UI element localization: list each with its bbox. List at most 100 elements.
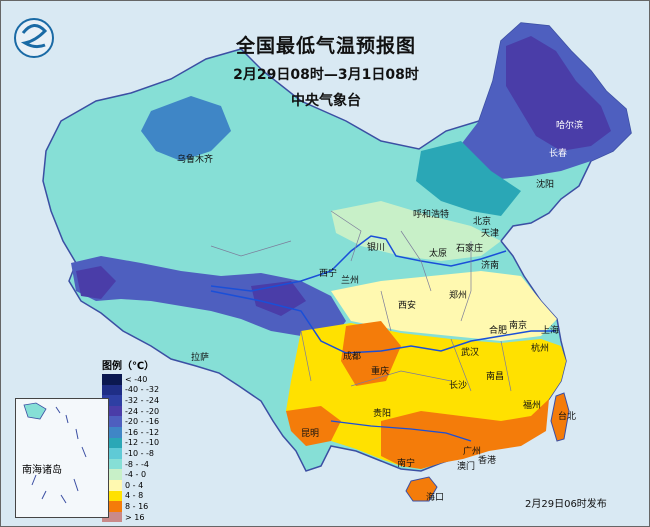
legend-swatch [102, 479, 122, 491]
legend-swatch [102, 405, 122, 417]
hainan-island [405, 476, 438, 502]
legend-item: -12 - -10 [102, 437, 160, 449]
legend-item: < -40 [102, 374, 159, 385]
legend-swatch [102, 384, 122, 396]
legend-item: -4 - 0 [102, 469, 159, 480]
legend-swatch [102, 490, 122, 502]
inset-label: 南海诸岛 [22, 465, 62, 476]
legend-label: -10 - -8 [125, 448, 155, 458]
taiwan-island [550, 392, 570, 442]
legend-label: -24 - -20 [125, 406, 160, 416]
pearl-river [330, 420, 472, 442]
city-label-hongkong: 香港 [478, 456, 497, 466]
cma-logo-swirl [20, 24, 48, 49]
city-label-kunming: 昆明 [301, 429, 320, 439]
legend-swatch [102, 395, 122, 406]
legend-label: -32 - -24 [125, 395, 160, 405]
legend-swatch [102, 426, 122, 438]
legend-swatch [102, 437, 122, 449]
cold-zone-inner-mongolia [416, 141, 521, 216]
legend-swatch [102, 469, 122, 480]
coldest-zone-northeast [506, 36, 611, 151]
legend-item: -16 - -12 [102, 426, 160, 438]
legend-title: 图例（℃） [102, 361, 155, 372]
city-label-yinchuan: 银川 [367, 243, 386, 253]
city-label-nanchang: 南昌 [486, 372, 505, 382]
city-label-taipei: 台北 [558, 412, 577, 422]
city-label-wuhan: 武汉 [461, 348, 480, 358]
legend-label: > 16 [125, 512, 145, 522]
issue-time: 2月29日06时发布 [525, 499, 607, 510]
cold-core-tibet [76, 266, 306, 316]
legend-item: 4 - 8 [102, 490, 159, 502]
city-label-xining: 西宁 [319, 269, 338, 279]
legend-label: -4 - 0 [125, 470, 147, 480]
city-label-jinan: 济南 [481, 261, 500, 271]
yellow-river [210, 235, 507, 292]
city-label-xian: 西安 [398, 301, 417, 311]
legend-item: 8 - 16 [102, 501, 159, 512]
legend-label: 8 - 16 [125, 501, 149, 511]
city-label-guangzhou: 广州 [463, 447, 482, 457]
legend-item: -10 - -8 [102, 448, 159, 459]
hot-zone-south [286, 321, 549, 469]
legend-swatch [102, 511, 122, 523]
city-label-lhasa: 拉萨 [191, 353, 210, 363]
legend-label: -16 - -12 [125, 427, 160, 437]
city-label-zhengzhou: 郑州 [449, 291, 468, 301]
inset-map [23, 402, 87, 504]
legend-label: -40 - -32 [125, 385, 160, 395]
legend-label: -12 - -10 [125, 438, 160, 448]
cold-zone-xinjiang [141, 96, 231, 161]
legend-rows: < -40 -40 - -32 -32 - -24 -24 - -20 -20 - -1… [102, 374, 160, 523]
legend-label: 0 - 4 [125, 480, 144, 490]
city-label-shijiazhuang: 石家庄 [456, 244, 484, 254]
city-label-chengdu: 成都 [343, 352, 362, 362]
legend-item: 0 - 4 [102, 479, 159, 491]
cold-zone-tibet [71, 256, 346, 341]
city-label-nanjing: 南京 [509, 321, 528, 331]
temperature-legend: 图例（℃） < -40 -40 - -32 -32 - -24 -24 - -20 -2… [102, 357, 160, 523]
mild-zone-central [331, 271, 557, 341]
title-block: 全国最低气温预报图 2月29日08时—3月1日08时 中央气象台 [1, 31, 649, 110]
legend-item: -8 - -4 [102, 458, 159, 470]
legend-swatch [102, 448, 122, 459]
city-label-shanghai: 上海 [541, 326, 560, 336]
city-label-nanning: 南宁 [397, 459, 416, 469]
city-label-changsha: 长沙 [449, 381, 468, 391]
south-china-sea-inset: 南海诸岛 [15, 398, 109, 518]
city-label-beijing: 北京 [473, 217, 492, 227]
city-label-taiyuan: 太原 [429, 249, 448, 259]
legend-item: -40 - -32 [102, 384, 160, 396]
yangtze-river [210, 290, 556, 354]
city-label-hohhot: 呼和浩特 [413, 210, 450, 220]
legend-swatch [102, 374, 122, 385]
city-label-urumqi: 乌鲁木齐 [177, 155, 214, 165]
province-boundaries [210, 210, 512, 392]
city-label-hangzhou: 杭州 [531, 344, 550, 354]
legend-label: -20 - -16 [125, 417, 160, 427]
city-label-lanzhou: 兰州 [341, 276, 360, 286]
city-label-haikou: 海口 [426, 493, 445, 503]
forecast-period: 2月29日08时—3月1日08时 [233, 67, 419, 83]
legend-swatch [102, 458, 122, 470]
city-label-fuzhou: 福州 [523, 401, 542, 411]
city-label-hefei: 合肥 [489, 326, 508, 336]
city-label-harbin: 哈尔滨 [556, 121, 584, 131]
legend-swatch [102, 416, 122, 427]
city-label-guiyang: 贵阳 [373, 409, 392, 419]
legend-label: 4 - 8 [125, 491, 144, 501]
legend-item: > 16 [102, 511, 159, 523]
legend-item: -24 - -20 [102, 405, 160, 417]
legend-item: -20 - -16 [102, 416, 159, 427]
legend-swatch [102, 501, 122, 512]
cool-zone-north [331, 201, 501, 261]
legend-label: -8 - -4 [125, 459, 149, 469]
legend-item: -32 - -24 [102, 395, 159, 406]
legend-label: < -40 [125, 374, 148, 384]
city-label-chongqing: 重庆 [371, 367, 390, 377]
agency-name: 中央气象台 [291, 93, 361, 109]
map-title: 全国最低气温预报图 [235, 35, 416, 57]
city-label-macau: 澳门 [457, 462, 476, 472]
